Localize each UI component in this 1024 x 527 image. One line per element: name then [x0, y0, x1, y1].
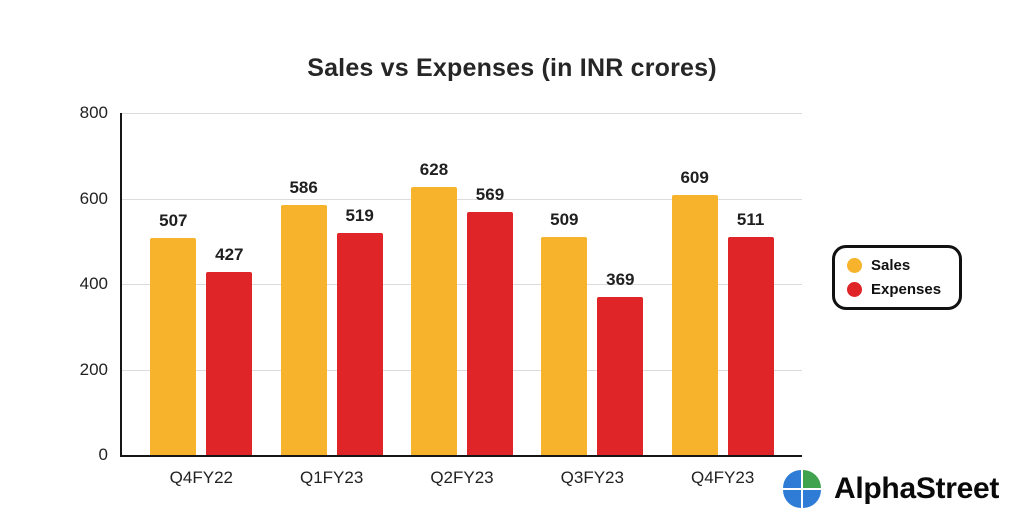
- bar-column: 369: [597, 113, 644, 455]
- gridline: [122, 369, 802, 371]
- bar-group: 509 369 Q3FY23: [541, 113, 644, 487]
- gridline: [122, 198, 802, 200]
- gridline: [122, 113, 802, 114]
- bar-value-label: 519: [345, 206, 374, 226]
- x-tick-label: Q2FY23: [430, 468, 494, 487]
- bar-column: 509: [541, 113, 588, 455]
- expenses-bar: [466, 211, 513, 455]
- y-tick-label: 800: [79, 103, 108, 122]
- bar-value-label: 427: [215, 245, 244, 265]
- alphastreet-clover-icon: [783, 470, 821, 508]
- bar-column: 569: [466, 113, 513, 455]
- bar-column: 507: [150, 113, 197, 455]
- x-tick-label: Q4FY23: [690, 468, 755, 487]
- expenses-bar: [597, 297, 644, 455]
- x-tick-label: Q1FY23: [300, 468, 364, 487]
- plot-area: 507 427 Q4FY22 586 519 Q1FY23 628 569 Q2FY23 509 3…: [120, 113, 802, 487]
- bar-group: 628 569 Q2FY23: [410, 113, 513, 487]
- bar-value-label: 569: [475, 184, 505, 204]
- expenses-bar: [727, 236, 774, 455]
- bar-value-label: 586: [289, 177, 318, 197]
- bar-value-label: 511: [736, 209, 765, 229]
- bar-groups: 507 427 Q4FY22 586 519 Q1FY23 628 569 Q2FY23 509 3…: [122, 113, 802, 487]
- bar-group: 507 427 Q4FY22: [150, 113, 253, 487]
- x-tick-label: Q3FY23: [560, 468, 624, 487]
- bar-value-label: 507: [159, 211, 188, 231]
- chart-title: Sales vs Expenses (in INR crores): [307, 54, 717, 82]
- legend-dot: [847, 258, 862, 273]
- bar-column: 609: [671, 113, 718, 455]
- expenses-bar: [206, 272, 253, 455]
- legend-label-expenses: Expenses: [871, 281, 942, 298]
- expenses-bar: [336, 233, 383, 455]
- sales-bar: [410, 186, 457, 455]
- alphastreet-logo: AlphaStreet: [780, 467, 999, 511]
- bar-group: 609 511 Q4FY23: [671, 113, 774, 487]
- gridline: [122, 284, 802, 285]
- sales-bar: [280, 204, 327, 455]
- legend-dot: [847, 282, 862, 297]
- bar-column: 519: [336, 113, 383, 455]
- bar-column: 586: [280, 113, 327, 455]
- legend-item-expenses: Expenses: [847, 281, 941, 298]
- y-axis-labels: 0 200 400 600 800: [0, 103, 108, 464]
- bar-value-label: 509: [550, 210, 579, 230]
- bar-value-label: 628: [419, 159, 449, 179]
- bar-group: 586 519 Q1FY23: [280, 113, 383, 487]
- legend: Sales Expenses: [832, 245, 963, 310]
- sales-bar: [671, 194, 718, 455]
- bar-column: 427: [206, 113, 253, 455]
- x-tick-label: Q4FY22: [169, 468, 233, 487]
- bar-column: 628: [410, 113, 457, 455]
- y-tick-label: 200: [79, 359, 108, 379]
- y-tick-label: 400: [79, 274, 108, 293]
- sales-bar: [150, 238, 197, 455]
- legend-item-sales: Sales: [847, 257, 941, 274]
- y-tick-label: 600: [79, 188, 108, 208]
- bar-value-label: 609: [680, 167, 709, 187]
- legend-label-sales: Sales: [871, 257, 911, 274]
- y-tick-label: 0: [98, 445, 108, 464]
- brand-name: AlphaStreet: [834, 472, 1000, 505]
- bar-column: 511: [727, 113, 774, 455]
- bar-value-label: 369: [606, 270, 635, 290]
- sales-bar: [541, 237, 588, 455]
